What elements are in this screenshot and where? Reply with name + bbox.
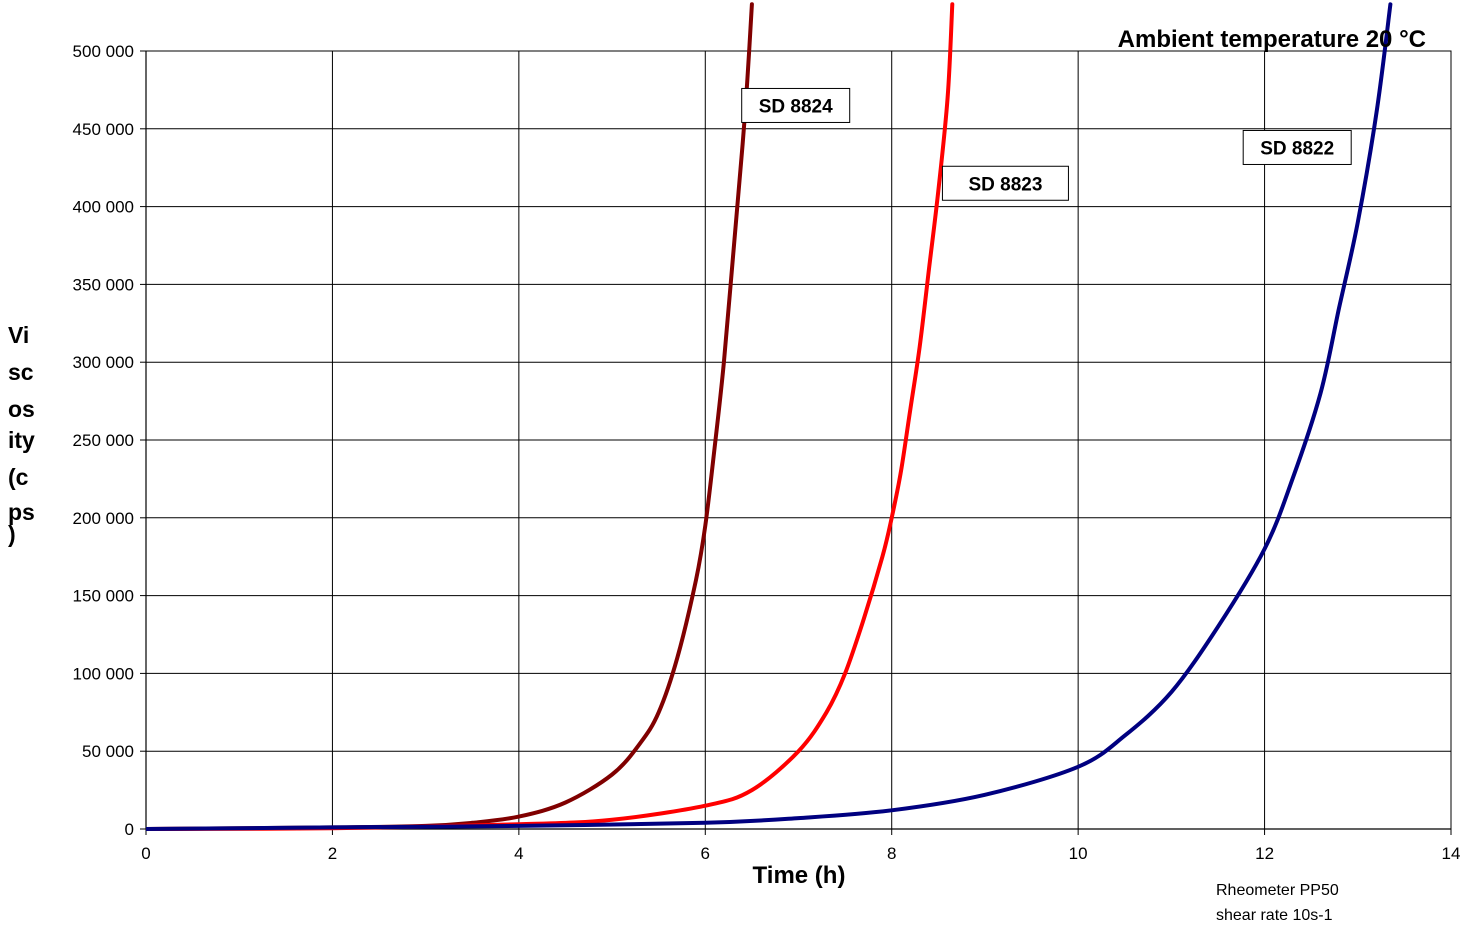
y-axis-title-line: os — [8, 396, 35, 422]
y-tick-label: 500 000 — [73, 42, 134, 61]
x-tick-label: 4 — [514, 844, 523, 863]
series-line-sd-8824 — [146, 2, 754, 831]
y-tick-label: 100 000 — [73, 664, 134, 683]
series-lines — [146, 2, 1393, 831]
y-tick-label: 250 000 — [73, 431, 134, 450]
measurement-note: Rheometer PP50 shear rate 10s-1 — [1216, 882, 1339, 924]
y-axis-title-line: ) — [8, 521, 16, 547]
y-axis-title-line: ps — [8, 499, 35, 525]
labels-layer: SD 8824 SD 8823 SD 8822 — [741, 87, 1352, 201]
note-line: Rheometer PP50 — [1216, 882, 1339, 899]
x-tick-label: 8 — [887, 844, 896, 863]
annotation-title: Ambient temperature 20 °C — [1118, 26, 1426, 53]
note-line: shear rate 10s-1 — [1216, 907, 1333, 924]
series-line-sd-8822 — [146, 2, 1393, 831]
y-tick-label: 0 — [125, 820, 134, 839]
y-axis-title-line: sc — [8, 359, 34, 385]
series-label-text: SD 8822 — [1260, 138, 1334, 159]
x-tick-label: 2 — [328, 844, 337, 863]
series-label-text: SD 8823 — [968, 174, 1042, 195]
series-line-sd-8823 — [146, 2, 955, 831]
x-tick-label: 10 — [1069, 844, 1088, 863]
x-tick-label: 14 — [1442, 844, 1461, 863]
y-tick-label: 200 000 — [73, 509, 134, 528]
y-axis-title-line: Vi — [8, 322, 29, 348]
y-tick-label: 400 000 — [73, 198, 134, 217]
series-label-box — [941, 165, 1069, 201]
y-axis-title: Vi sc os ity (c ps ) — [8, 322, 35, 547]
grid-layer — [145, 50, 1452, 830]
y-tick-label: 350 000 — [73, 275, 134, 294]
y-tick-label: 50 000 — [82, 742, 134, 761]
y-tick-label: 150 000 — [73, 587, 134, 606]
series-label-text: SD 8824 — [759, 96, 833, 117]
x-axis-title: Time (h) — [753, 862, 846, 889]
y-tick-label: 450 000 — [73, 120, 134, 139]
series-label-sd-8823: SD 8823 — [941, 165, 1069, 201]
series-label-box — [741, 87, 851, 123]
y-tick-label: 300 000 — [73, 353, 134, 372]
x-tick-label: 0 — [141, 844, 150, 863]
axes-layer: 0 2 4 6 8 10 12 14 0 50 000 100 000 150 000 200 000 2… — [73, 42, 1461, 863]
series-label-sd-8822: SD 8822 — [1242, 129, 1352, 165]
x-tick-label: 12 — [1255, 844, 1274, 863]
y-axis-title-line: ity — [8, 427, 35, 453]
series-label-sd-8824: SD 8824 — [741, 87, 851, 123]
x-tick-label: 6 — [701, 844, 710, 863]
series-layer — [146, 2, 1393, 831]
y-axis-title-line: (c — [8, 464, 29, 490]
series-label-box — [1242, 129, 1352, 165]
